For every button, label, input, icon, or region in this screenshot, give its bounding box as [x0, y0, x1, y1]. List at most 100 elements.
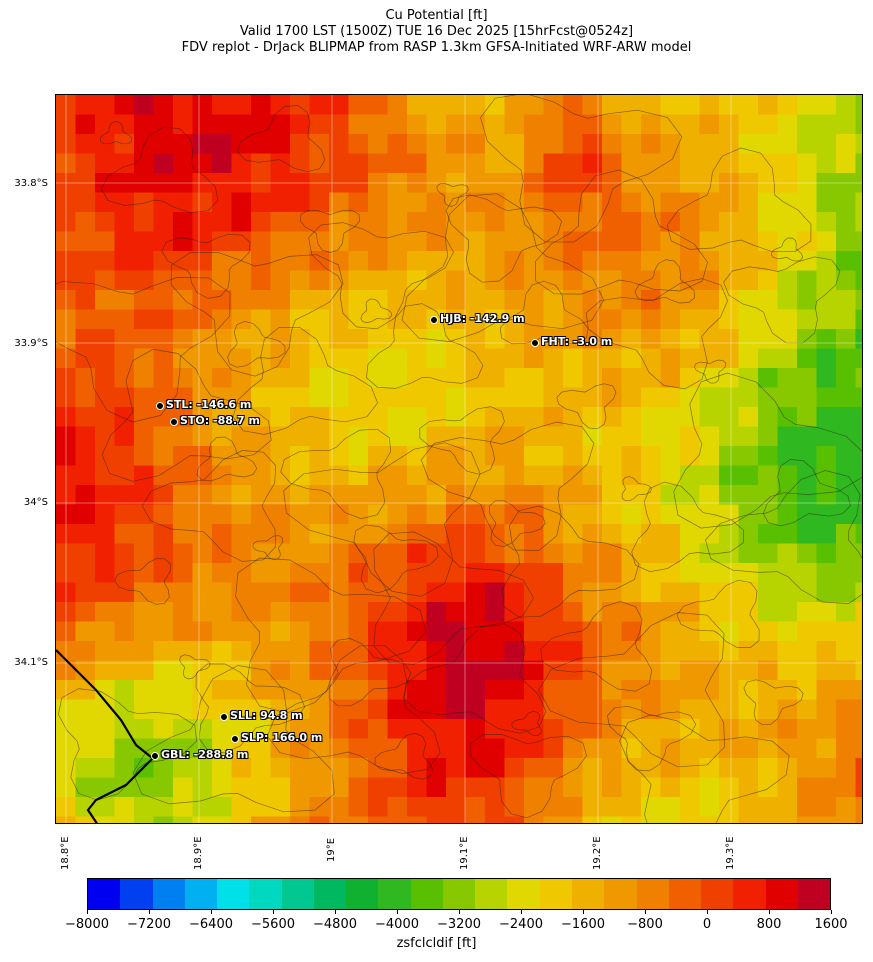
map-cell — [719, 368, 740, 389]
lon-label-19-3: 19.3°E — [725, 836, 736, 870]
colorbar-swatch — [184, 879, 218, 909]
map-cell — [329, 270, 350, 291]
map-cell — [660, 348, 681, 369]
map-cell — [504, 134, 525, 155]
map-cell — [192, 602, 213, 623]
map-cell — [153, 660, 174, 681]
map-cell — [543, 641, 564, 662]
map-cell — [524, 290, 545, 311]
map-cell — [758, 309, 779, 330]
map-cell — [173, 758, 194, 779]
map-cell — [329, 543, 350, 564]
map-cell — [426, 680, 447, 701]
map-cell — [309, 251, 330, 272]
map-cell — [407, 114, 428, 135]
map-cell — [348, 95, 369, 116]
map-cell — [524, 212, 545, 233]
map-cell — [290, 641, 311, 662]
map-cell — [836, 699, 857, 720]
map-cell — [114, 524, 135, 545]
map-cell — [621, 134, 642, 155]
map-cell — [153, 270, 174, 291]
map-cell — [134, 95, 155, 116]
map-cell — [426, 758, 447, 779]
map-cell — [602, 758, 623, 779]
terrain-contour — [693, 359, 727, 384]
map-cell — [407, 738, 428, 759]
map-cell — [407, 134, 428, 155]
terrain-contour — [470, 734, 587, 819]
map-cell — [368, 660, 389, 681]
map-cell — [407, 524, 428, 545]
map-cell — [816, 504, 837, 525]
map-cell — [231, 153, 252, 174]
map-cell — [95, 504, 116, 525]
colorbar-swatch — [88, 879, 121, 909]
map-cell — [758, 192, 779, 213]
map-cell — [446, 524, 467, 545]
station-marker — [531, 339, 539, 347]
map-cell — [699, 621, 720, 642]
map-cell — [485, 426, 506, 447]
map-cell — [446, 270, 467, 291]
colorbar-tick-label: −2400 — [499, 917, 543, 932]
map-cell — [543, 582, 564, 603]
map-cell — [134, 270, 155, 291]
map-cell — [680, 95, 701, 116]
map-cell — [602, 680, 623, 701]
map-cell — [543, 387, 564, 408]
map-cell — [582, 582, 603, 603]
map-cell — [446, 134, 467, 155]
map-cell — [407, 641, 428, 662]
map-cell — [426, 563, 447, 584]
map-cell — [543, 758, 564, 779]
map-cell — [836, 153, 857, 174]
map-cell — [816, 719, 837, 740]
map-cell — [855, 738, 862, 759]
map-cell — [173, 582, 194, 603]
map-cell — [582, 231, 603, 252]
colorbar-swatch — [507, 879, 540, 909]
map-cell — [524, 426, 545, 447]
map-cell — [329, 582, 350, 603]
map-cell — [348, 251, 369, 272]
terrain-contour — [436, 183, 469, 207]
map-cell — [680, 758, 701, 779]
map-cell — [641, 465, 662, 486]
map-cell — [231, 524, 252, 545]
map-cell — [641, 699, 662, 720]
map-cell — [621, 582, 642, 603]
map-cell — [407, 660, 428, 681]
map-cell — [582, 348, 603, 369]
map-cell — [602, 114, 623, 135]
map-panel[interactable] — [55, 94, 863, 824]
map-cell — [719, 212, 740, 233]
map-cell — [153, 290, 174, 311]
map-cell — [641, 231, 662, 252]
map-cell — [329, 641, 350, 662]
map-cell — [738, 719, 759, 740]
lat-label-33-9: 33.9°S — [14, 338, 48, 349]
map-cell — [582, 290, 603, 311]
map-cell — [699, 407, 720, 428]
map-cell — [407, 290, 428, 311]
map-cell — [543, 699, 564, 720]
map-cell — [192, 563, 213, 584]
map-cell — [153, 816, 174, 823]
map-cell — [387, 114, 408, 135]
map-cell — [251, 816, 272, 823]
map-cell — [660, 543, 681, 564]
map-cell — [75, 309, 96, 330]
map-cell — [212, 485, 233, 506]
map-cell — [485, 387, 506, 408]
map-cell — [212, 738, 233, 759]
map-cell — [680, 329, 701, 350]
map-cell — [368, 777, 389, 798]
map-cell — [855, 114, 862, 135]
title-line-2: Valid 1700 LST (1500Z) TUE 16 Dec 2025 [… — [239, 24, 634, 39]
map-cell — [329, 680, 350, 701]
map-cell — [348, 153, 369, 174]
lon-label-19-2: 19.2°E — [592, 836, 603, 870]
map-cell — [173, 309, 194, 330]
map-cell — [309, 524, 330, 545]
